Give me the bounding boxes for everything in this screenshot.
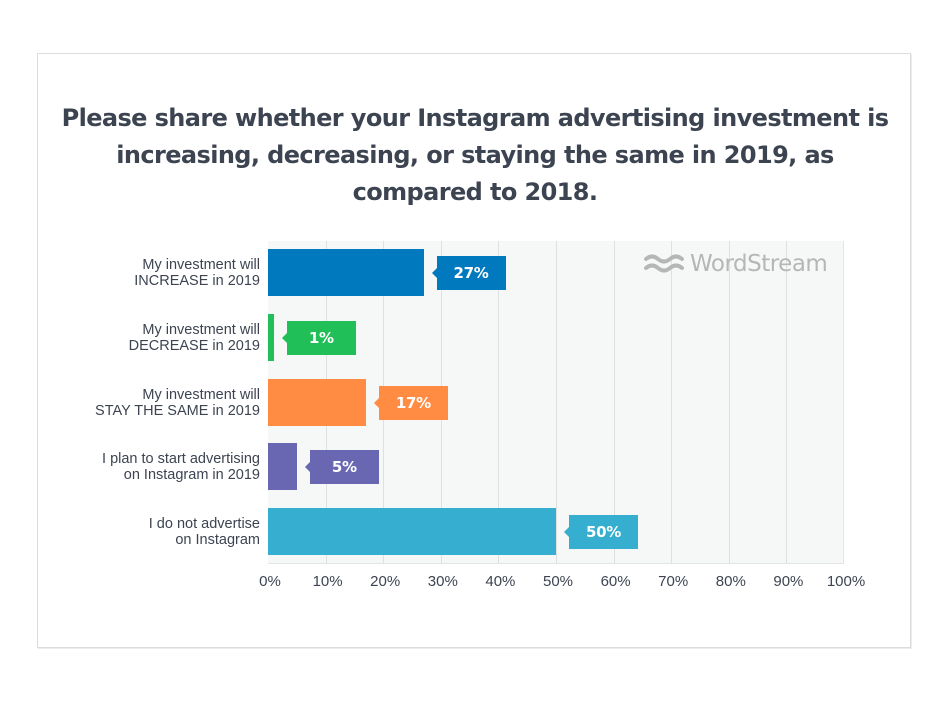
bar [268,443,297,491]
category-label-line2: DECREASE in 2019 [128,337,260,354]
category-label-line2: STAY THE SAME in 2019 [95,402,260,419]
bar [268,313,274,361]
value-label: 27% [431,256,506,290]
category-label: My investment will STAY THE SAME in 2019 [40,387,260,419]
value-label: 5% [304,450,379,485]
x-tick-label: 80% [715,573,746,590]
x-tick-label: 20% [370,573,401,590]
x-tick-label: 30% [427,573,458,590]
value-label: 17% [373,385,448,420]
gridline [556,241,557,563]
gridline [671,241,673,563]
category-label-line1: My investment will [142,386,260,403]
x-tick-label: 90% [773,573,804,590]
x-tick-label: 70% [658,573,689,590]
x-tick-label: 10% [312,573,343,590]
x-tick-label: 60% [600,573,631,590]
gridline [613,241,615,563]
category-label-line2: INCREASE in 2019 [134,273,260,289]
bar [268,249,424,296]
category-label: I plan to start advertising on Instagram … [40,451,260,483]
category-label-line1: I do not advertise [148,516,260,532]
value-label: 1% [281,320,356,355]
value-label: 50% [564,515,638,549]
wordstream-watermark: WordStream [644,250,828,278]
x-tick-label: 100% [826,573,866,590]
wordstream-wave-icon [644,254,684,273]
category-label-line2: on Instagram [175,532,260,548]
category-label: I do not advertise on Instagram [40,516,260,548]
category-label-line1: My investment will [142,257,260,273]
category-label-line1: I plan to start advertising [102,451,260,468]
x-tick-label: 0% [259,573,281,590]
x-tick-label: 40% [485,573,516,590]
watermark-text: WordStream [690,251,828,277]
category-label: My investment will INCREASE in 2019 [40,257,260,289]
gridline [498,241,500,563]
gridline [786,241,788,563]
bar [268,378,366,426]
x-tick-label: 50% [542,573,574,590]
category-label: My investment will DECREASE in 2019 [40,322,260,354]
category-label-line1: My investment will [142,321,260,338]
category-label-line2: on Instagram in 2019 [123,467,260,484]
gridline [728,241,730,563]
chart-title: Please share whether your Instagram adve… [61,104,889,206]
bar [268,508,556,555]
